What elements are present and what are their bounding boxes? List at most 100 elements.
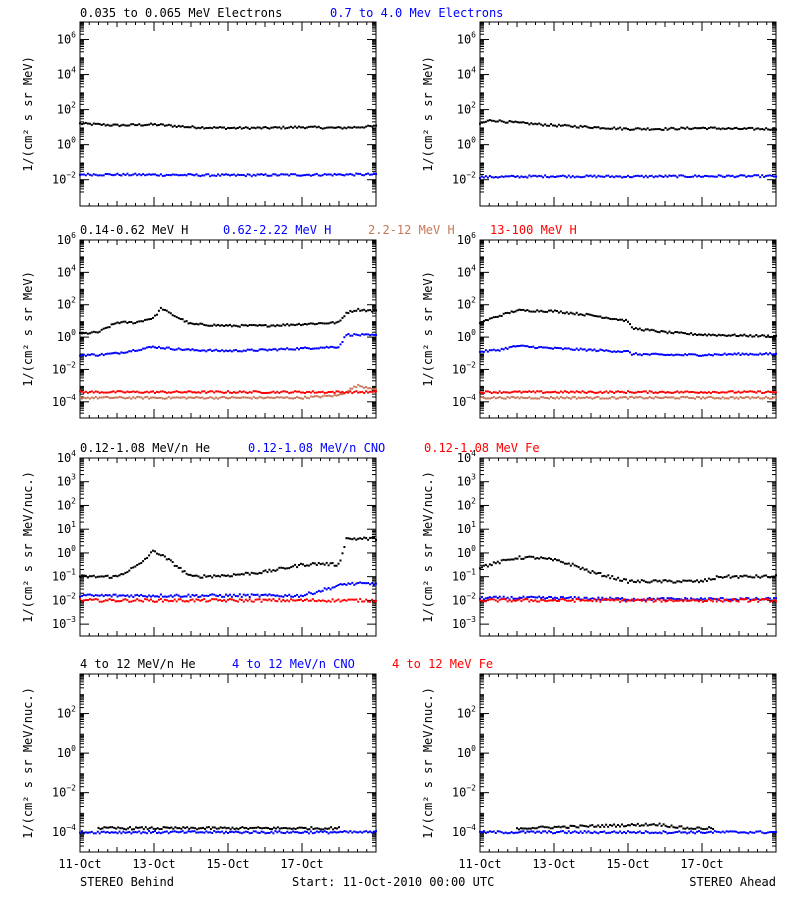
data-point xyxy=(331,126,334,129)
data-point xyxy=(741,397,744,399)
data-point xyxy=(625,598,627,601)
data-point xyxy=(329,345,332,348)
data-point xyxy=(528,390,531,393)
data-point xyxy=(510,310,513,313)
data-point xyxy=(563,597,566,600)
data-point xyxy=(179,174,182,177)
data-point xyxy=(705,580,708,582)
data-point xyxy=(496,396,499,399)
data-point xyxy=(132,173,135,176)
data-point xyxy=(90,594,93,597)
data-point xyxy=(262,598,265,601)
data-point xyxy=(666,597,669,600)
data-point xyxy=(331,586,334,589)
data-point xyxy=(711,354,714,357)
data-point xyxy=(86,172,89,175)
data-point xyxy=(209,324,212,327)
data-point xyxy=(307,173,310,176)
data-point xyxy=(162,826,165,829)
data-point xyxy=(494,397,497,400)
data-point xyxy=(543,826,546,829)
data-point xyxy=(323,173,326,176)
data-point xyxy=(532,397,535,400)
data-point xyxy=(715,391,718,394)
data-point xyxy=(690,579,693,582)
data-point xyxy=(256,397,259,400)
data-point xyxy=(355,333,358,336)
data-point xyxy=(142,595,145,598)
data-point xyxy=(335,126,338,129)
data-point xyxy=(132,349,135,351)
data-point xyxy=(335,585,338,587)
data-point xyxy=(546,600,549,603)
data-point xyxy=(207,173,210,176)
data-point xyxy=(648,175,651,178)
data-point xyxy=(589,174,592,177)
data-point xyxy=(361,174,364,177)
data-point xyxy=(654,128,657,131)
data-point xyxy=(589,396,592,399)
data-point xyxy=(122,573,125,576)
series-0-12-1-08-mev-n-he xyxy=(479,555,777,584)
data-point xyxy=(371,831,374,834)
data-point xyxy=(181,349,184,351)
data-point xyxy=(775,396,777,399)
data-point xyxy=(648,823,651,826)
data-point xyxy=(197,575,200,578)
data-point xyxy=(510,558,513,561)
data-point xyxy=(126,390,129,393)
data-point xyxy=(369,830,372,833)
data-point xyxy=(492,316,495,319)
data-point xyxy=(234,127,237,130)
data-point xyxy=(694,397,697,400)
data-point xyxy=(79,595,81,598)
data-point xyxy=(154,595,156,598)
data-point xyxy=(682,395,685,398)
data-point xyxy=(311,174,314,177)
data-point xyxy=(108,326,111,329)
data-point xyxy=(629,351,631,354)
data-point xyxy=(585,396,588,398)
data-point xyxy=(737,335,740,338)
data-point xyxy=(571,348,574,351)
data-point xyxy=(773,396,775,399)
data-point xyxy=(749,598,752,601)
data-point xyxy=(559,396,562,398)
data-point xyxy=(94,173,97,176)
data-point xyxy=(773,353,775,356)
data-point xyxy=(244,594,247,597)
data-point xyxy=(751,396,754,399)
data-point xyxy=(169,348,172,350)
data-point xyxy=(747,174,750,177)
data-point xyxy=(191,830,194,833)
data-point xyxy=(557,600,560,602)
data-point xyxy=(605,349,608,352)
data-point xyxy=(557,391,560,394)
data-point xyxy=(134,322,137,324)
data-point xyxy=(662,823,665,826)
data-point xyxy=(351,387,354,390)
data-point xyxy=(371,390,374,393)
data-point xyxy=(591,397,594,400)
data-point xyxy=(721,127,724,130)
data-point xyxy=(100,391,103,394)
data-point xyxy=(623,350,626,353)
data-point xyxy=(678,331,681,334)
data-point xyxy=(327,391,330,393)
data-point xyxy=(257,826,260,829)
data-point xyxy=(146,173,149,176)
data-point xyxy=(138,173,141,176)
data-point xyxy=(339,319,342,322)
data-point xyxy=(327,126,330,129)
data-point xyxy=(654,599,657,602)
data-point xyxy=(146,595,149,598)
data-point xyxy=(207,595,210,597)
data-point xyxy=(100,174,103,177)
data-point xyxy=(298,174,300,177)
data-point xyxy=(148,830,151,833)
data-point xyxy=(347,582,350,585)
data-point xyxy=(597,596,600,599)
data-point xyxy=(698,174,700,177)
data-point xyxy=(167,558,170,560)
data-point xyxy=(230,598,233,601)
